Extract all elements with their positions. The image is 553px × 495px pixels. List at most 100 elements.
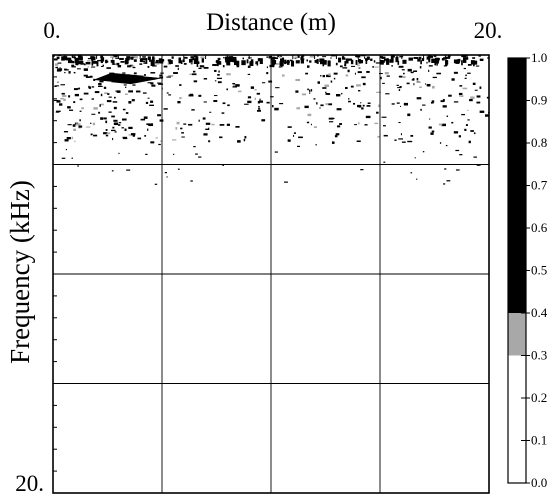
colorbar-band [508,355,526,483]
heat-speck [64,139,69,142]
heat-speck [358,106,361,108]
heat-speck [154,183,158,185]
heat-speck [201,58,204,63]
heat-speck [376,111,379,114]
heat-speck [226,56,231,63]
heat-speck [140,118,146,121]
heat-speck [300,56,304,61]
heat-speck [227,104,230,107]
heat-speck [399,75,403,78]
heat-speck [366,105,371,107]
heat-speck [410,134,414,137]
heat-speck [425,83,427,85]
heat-speck [418,56,422,60]
heat-speck [150,72,156,74]
heat-speck [367,102,371,104]
heat-speck [246,59,249,64]
heat-speck [356,104,362,108]
heat-speck [59,67,61,69]
heat-speck [131,99,135,102]
heat-speck [226,73,231,76]
heat-speck [259,58,263,65]
heat-speck [61,56,65,61]
heat-speck [355,59,358,65]
heat-speck [331,141,335,144]
heat-speck [159,76,164,79]
heat-speck [203,133,208,136]
heat-speck [365,115,371,119]
heat-speck [347,69,350,73]
heat-speck [306,121,310,124]
heat-speck [266,56,269,58]
heat-speck [135,56,138,59]
heat-speck [54,85,57,87]
heat-speck [235,60,240,66]
heat-speck [462,87,468,90]
heat-speck [440,100,445,103]
heat-speck [256,109,261,112]
heat-speck [146,123,151,126]
heat-speck [420,60,422,65]
heat-speck [113,106,117,110]
heat-speck [100,65,104,67]
heat-speck [112,61,115,65]
heat-speck [60,97,64,100]
heat-speck [274,107,279,111]
heat-speck [451,78,455,81]
heat-speck [357,64,360,67]
heat-speck [339,123,342,125]
heat-speck [166,176,168,178]
heat-speck [358,90,361,92]
heat-speck [295,78,301,82]
heat-speck [366,70,370,73]
heat-speck [395,57,399,63]
heat-speck [65,148,68,151]
heat-speck [111,170,114,172]
heat-speck [400,105,402,107]
heat-speck [295,60,300,64]
heat-speck [309,55,315,58]
heat-speck [104,92,109,95]
heat-speck [247,65,251,68]
heat-speck [98,85,103,87]
heat-speck [428,65,433,67]
heat-speck [486,96,490,99]
heat-speck [182,59,185,63]
heat-speck [436,60,438,66]
heat-speck [438,123,443,126]
heat-speck [168,94,172,96]
heat-speck [258,108,261,110]
heat-speck [419,86,422,89]
heat-speck [266,72,269,75]
heat-speck [85,61,91,65]
heat-speck [125,112,129,114]
heat-speck [111,115,115,118]
heat-speck [171,56,174,59]
heat-speck [112,57,114,59]
heat-speck [270,57,273,60]
heat-speck [370,58,373,61]
heat-speck [92,61,98,64]
heat-speck [259,98,261,101]
heat-speck [122,108,126,111]
heat-speck [68,95,71,98]
heat-speck [431,100,435,103]
colorbar-tick-label: 0.4 [531,305,548,320]
colorbar-tick-label: 0.1 [531,433,547,448]
y-tick-label-end: 20. [15,471,44,495]
heat-speck [479,110,485,113]
heat-speck [226,61,230,65]
heat-speck [57,68,63,71]
heat-speck [244,103,249,105]
heat-speck [157,114,161,116]
heat-speck [212,64,217,66]
heat-speck [145,58,148,64]
heat-speck [379,73,383,75]
heat-speck [232,82,236,85]
heat-speck [114,131,117,133]
heat-speck [485,114,489,117]
heat-speck [416,178,418,180]
heat-speck [128,134,133,136]
heat-speck [281,57,285,63]
heat-speck [139,63,143,65]
